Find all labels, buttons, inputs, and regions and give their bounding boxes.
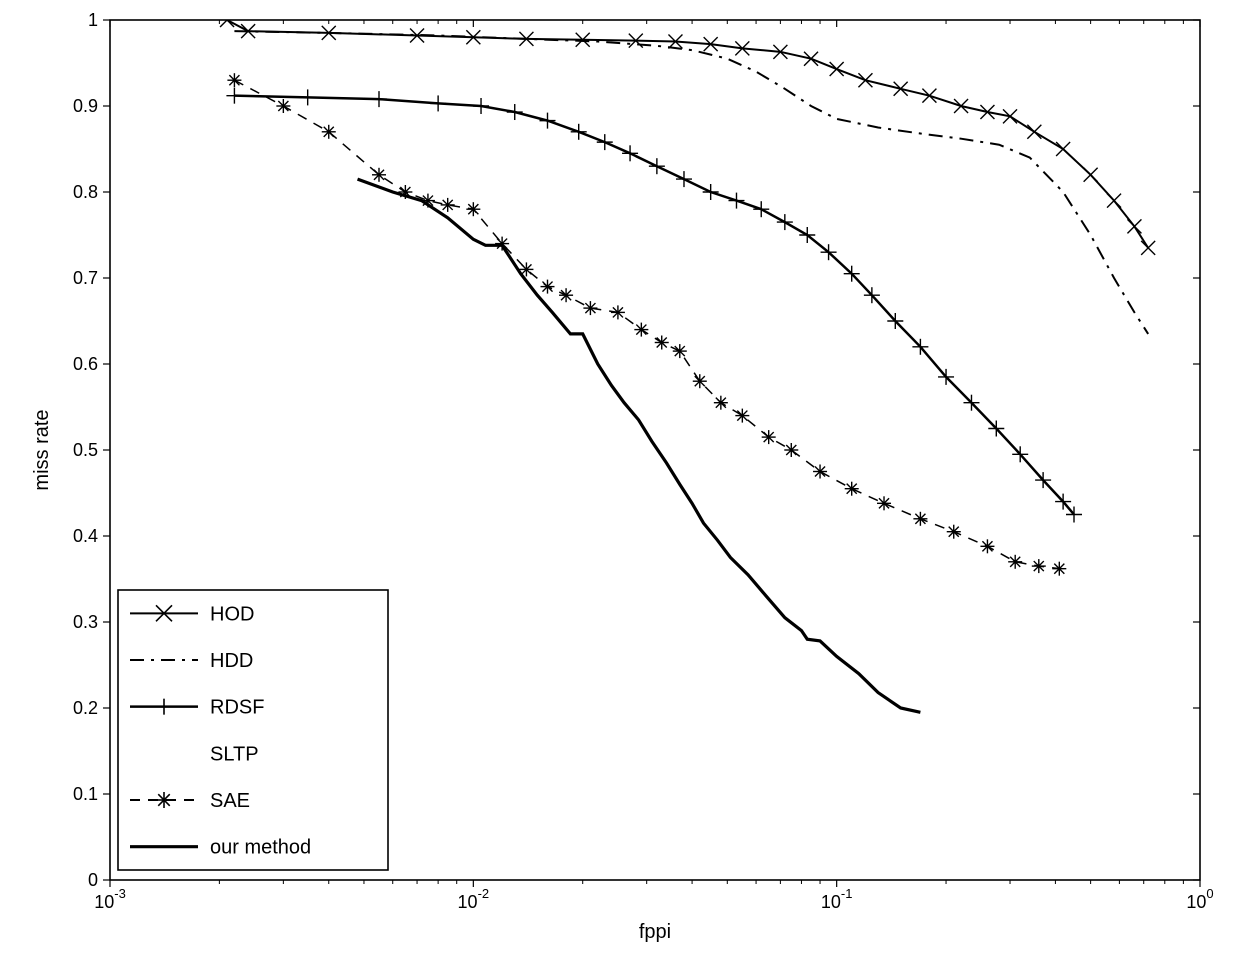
y-tick-label: 0.3 bbox=[73, 612, 98, 632]
legend-label-SAE: SAE bbox=[210, 790, 250, 812]
x-axis-label: fppi bbox=[639, 921, 671, 943]
legend-box bbox=[118, 590, 388, 870]
legend-label-HDD: HDD bbox=[210, 650, 253, 672]
y-tick-label: 0.1 bbox=[73, 784, 98, 804]
y-tick-label: 0.8 bbox=[73, 182, 98, 202]
y-tick-label: 0.7 bbox=[73, 268, 98, 288]
y-tick-label: 0.5 bbox=[73, 440, 98, 460]
legend-label-RDSF: RDSF bbox=[210, 697, 264, 719]
legend-label-SLTP: SLTP bbox=[210, 743, 259, 765]
y-tick-label: 0.9 bbox=[73, 96, 98, 116]
y-tick-label: 0.2 bbox=[73, 698, 98, 718]
y-tick-label: 0.4 bbox=[73, 526, 98, 546]
y-tick-label: 0.6 bbox=[73, 354, 98, 374]
y-tick-label: 0 bbox=[88, 870, 98, 890]
legend-label-OUR: our method bbox=[210, 837, 311, 859]
legend-label-HOD: HOD bbox=[210, 603, 254, 625]
miss-rate-chart: 00.10.20.30.40.50.60.70.80.9110-310-210-… bbox=[0, 0, 1240, 967]
y-tick-label: 1 bbox=[88, 10, 98, 30]
y-axis-label: miss rate bbox=[31, 409, 53, 490]
